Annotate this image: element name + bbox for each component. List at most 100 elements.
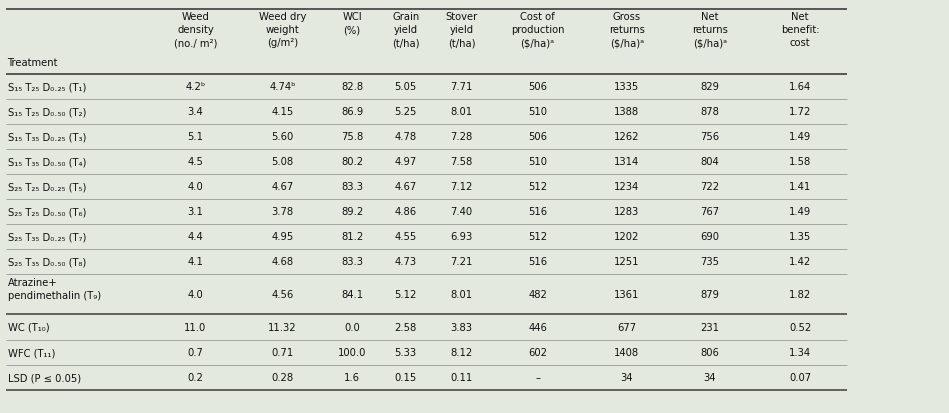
Text: 7.71: 7.71: [451, 82, 473, 92]
Text: 446: 446: [529, 322, 547, 332]
Text: Net
returns
($/ha)ᵃ: Net returns ($/ha)ᵃ: [692, 12, 728, 48]
Text: –: –: [535, 372, 540, 382]
Text: 735: 735: [700, 257, 719, 267]
Text: 879: 879: [700, 290, 719, 299]
Text: 3.4: 3.4: [188, 107, 203, 117]
Text: Cost of
production
($/ha)ᵃ: Cost of production ($/ha)ᵃ: [511, 12, 565, 48]
Text: 4.15: 4.15: [271, 107, 293, 117]
Text: 0.7: 0.7: [188, 347, 203, 357]
Text: 1262: 1262: [614, 132, 640, 142]
Text: 1408: 1408: [614, 347, 640, 357]
Text: 767: 767: [700, 207, 719, 217]
Text: S₂₅ T₃₅ D₀.₂₅ (T₇): S₂₅ T₃₅ D₀.₂₅ (T₇): [8, 232, 86, 242]
Text: 0.0: 0.0: [344, 322, 360, 332]
Text: 83.3: 83.3: [341, 182, 363, 192]
Text: 1.42: 1.42: [789, 257, 811, 267]
Text: 1361: 1361: [614, 290, 640, 299]
Text: Stover
yield
(t/ha): Stover yield (t/ha): [446, 12, 477, 48]
Text: Weed
density
(no./ m²): Weed density (no./ m²): [174, 12, 217, 48]
Text: 4.5: 4.5: [188, 157, 203, 167]
Text: 756: 756: [700, 132, 719, 142]
Text: 7.12: 7.12: [451, 182, 473, 192]
Text: 516: 516: [528, 257, 548, 267]
Text: 1.82: 1.82: [789, 290, 811, 299]
Text: 1.6: 1.6: [344, 372, 360, 382]
Text: 0.07: 0.07: [789, 372, 811, 382]
Text: 602: 602: [528, 347, 548, 357]
Text: 829: 829: [700, 82, 719, 92]
Text: WC (T₁₀): WC (T₁₀): [8, 322, 49, 332]
Text: Net
benefit:
cost: Net benefit: cost: [781, 12, 819, 48]
Text: S₂₅ T₃₅ D₀.₅₀ (T₈): S₂₅ T₃₅ D₀.₅₀ (T₈): [8, 257, 85, 267]
Text: 5.08: 5.08: [271, 157, 293, 167]
Text: 4.55: 4.55: [395, 232, 417, 242]
Text: 0.15: 0.15: [395, 372, 417, 382]
Text: 1251: 1251: [614, 257, 640, 267]
Text: 4.78: 4.78: [395, 132, 417, 142]
Text: 878: 878: [700, 107, 719, 117]
Text: Grain
yield
(t/ha): Grain yield (t/ha): [392, 12, 419, 48]
Text: 1.49: 1.49: [789, 207, 811, 217]
Text: 5.12: 5.12: [395, 290, 417, 299]
Text: 1388: 1388: [614, 107, 640, 117]
Text: 0.2: 0.2: [188, 372, 203, 382]
Text: 510: 510: [528, 157, 548, 167]
Text: 1202: 1202: [614, 232, 640, 242]
Text: 512: 512: [528, 232, 548, 242]
Text: S₁₅ T₃₅ D₀.₅₀ (T₄): S₁₅ T₃₅ D₀.₅₀ (T₄): [8, 157, 86, 167]
Text: Gross
returns
($/ha)ᵃ: Gross returns ($/ha)ᵃ: [609, 12, 644, 48]
Text: 8.01: 8.01: [451, 290, 473, 299]
Text: 1.72: 1.72: [789, 107, 811, 117]
Text: S₁₅ T₃₅ D₀.₂₅ (T₃): S₁₅ T₃₅ D₀.₂₅ (T₃): [8, 132, 86, 142]
Text: 34: 34: [621, 372, 633, 382]
Text: 7.40: 7.40: [451, 207, 473, 217]
Text: 1.41: 1.41: [789, 182, 811, 192]
Text: 690: 690: [700, 232, 719, 242]
Text: 5.60: 5.60: [271, 132, 293, 142]
Text: 516: 516: [528, 207, 548, 217]
Text: 84.1: 84.1: [341, 290, 363, 299]
Text: S₂₅ T₂₅ D₀.₂₅ (T₅): S₂₅ T₂₅ D₀.₂₅ (T₅): [8, 182, 86, 192]
Text: 1.34: 1.34: [789, 347, 811, 357]
Text: 806: 806: [700, 347, 719, 357]
Text: 4.95: 4.95: [271, 232, 293, 242]
Text: Weed dry
weight
(g/m²): Weed dry weight (g/m²): [259, 12, 306, 48]
Text: 4.0: 4.0: [188, 290, 203, 299]
Text: Treatment: Treatment: [8, 58, 58, 68]
Text: 231: 231: [700, 322, 719, 332]
Text: 3.1: 3.1: [188, 207, 203, 217]
Text: 4.1: 4.1: [188, 257, 203, 267]
Text: 0.52: 0.52: [789, 322, 811, 332]
Text: S₁₅ T₂₅ D₀.₂₅ (T₁): S₁₅ T₂₅ D₀.₂₅ (T₁): [8, 82, 86, 92]
Text: 4.74ᵇ: 4.74ᵇ: [270, 82, 295, 92]
Text: 7.28: 7.28: [451, 132, 473, 142]
Text: S₁₅ T₂₅ D₀.₅₀ (T₂): S₁₅ T₂₅ D₀.₅₀ (T₂): [8, 107, 86, 117]
Text: 8.01: 8.01: [451, 107, 473, 117]
Text: 7.58: 7.58: [451, 157, 473, 167]
Text: 4.68: 4.68: [271, 257, 293, 267]
Text: 1234: 1234: [614, 182, 640, 192]
Text: 804: 804: [700, 157, 719, 167]
Text: 4.0: 4.0: [188, 182, 203, 192]
Text: 6.93: 6.93: [451, 232, 473, 242]
Text: 4.97: 4.97: [395, 157, 417, 167]
Text: 100.0: 100.0: [338, 347, 366, 357]
Text: 3.83: 3.83: [451, 322, 473, 332]
Text: LSD (P ≤ 0.05): LSD (P ≤ 0.05): [8, 372, 81, 382]
Text: 722: 722: [700, 182, 719, 192]
Text: 82.8: 82.8: [341, 82, 363, 92]
Text: 4.86: 4.86: [395, 207, 417, 217]
Text: 4.67: 4.67: [271, 182, 293, 192]
Text: 5.05: 5.05: [395, 82, 417, 92]
Text: 0.11: 0.11: [451, 372, 473, 382]
Text: WFC (T₁₁): WFC (T₁₁): [8, 347, 55, 357]
Text: 80.2: 80.2: [341, 157, 363, 167]
Text: 4.4: 4.4: [188, 232, 203, 242]
Text: 5.25: 5.25: [395, 107, 417, 117]
Text: 510: 510: [528, 107, 548, 117]
Text: 1.64: 1.64: [789, 82, 811, 92]
Text: 506: 506: [528, 82, 548, 92]
Text: 8.12: 8.12: [451, 347, 473, 357]
Text: Atrazine+
pendimethalin (T₉): Atrazine+ pendimethalin (T₉): [8, 278, 101, 300]
Text: 5.33: 5.33: [395, 347, 417, 357]
